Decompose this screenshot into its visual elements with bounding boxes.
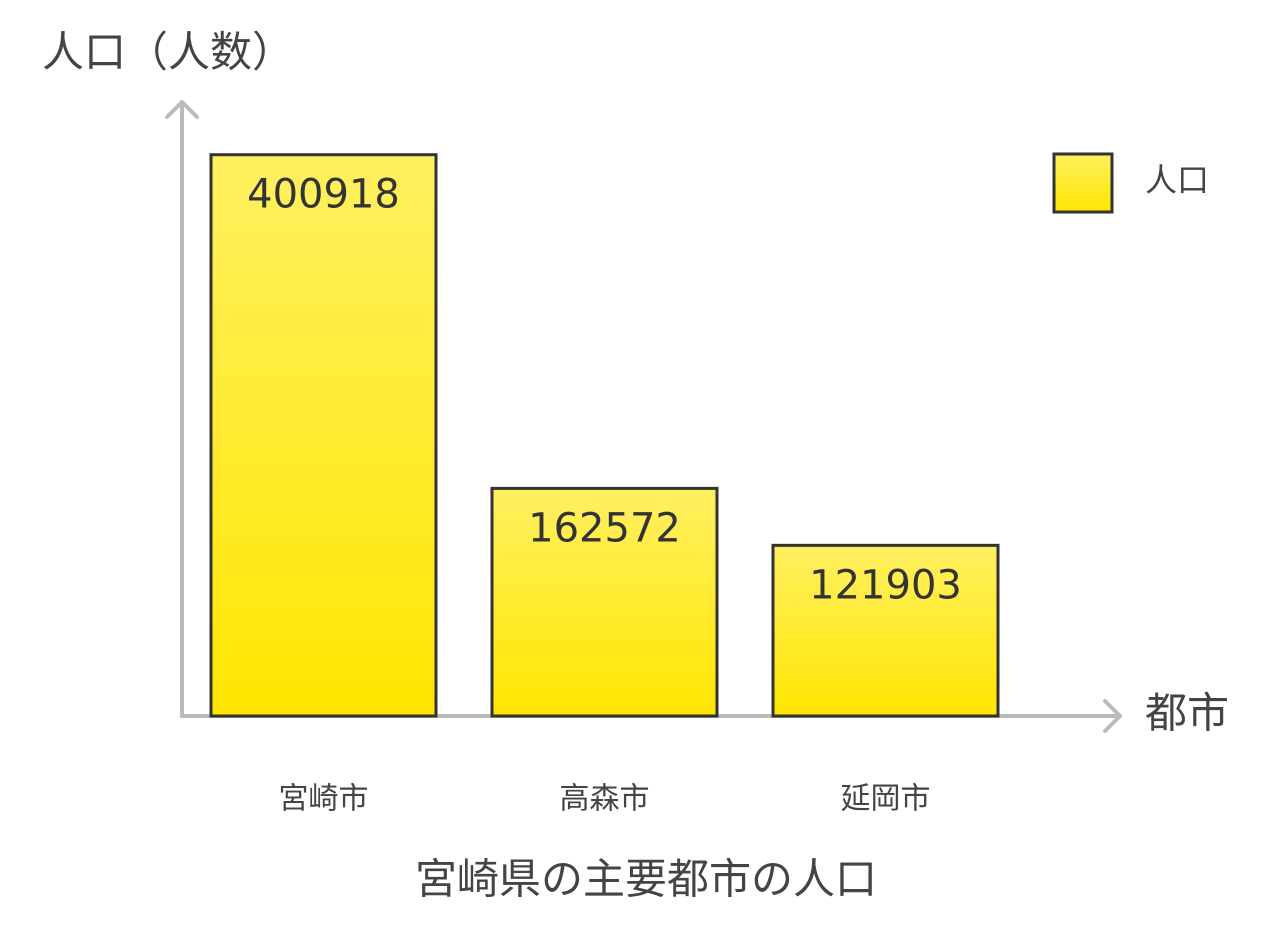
bar xyxy=(490,486,719,718)
x-tick-label: 高森市 xyxy=(560,782,650,817)
y-axis xyxy=(165,100,199,718)
value-label: 162572 xyxy=(528,505,681,551)
value-label: 121903 xyxy=(809,562,962,608)
value-label: 400918 xyxy=(247,172,400,218)
chart-title: 宮崎県の主要都市の人口 xyxy=(415,855,877,904)
legend-label: 人口 xyxy=(1145,161,1209,199)
x-axis-label: 都市 xyxy=(1145,689,1229,738)
x-tick-label: 延岡市 xyxy=(841,782,931,817)
x-tick-label: 宮崎市 xyxy=(279,782,369,817)
bar xyxy=(771,543,1000,718)
legend-swatch xyxy=(1052,152,1114,214)
bar xyxy=(209,153,438,718)
y-axis-label: 人口（人数） xyxy=(42,28,294,77)
